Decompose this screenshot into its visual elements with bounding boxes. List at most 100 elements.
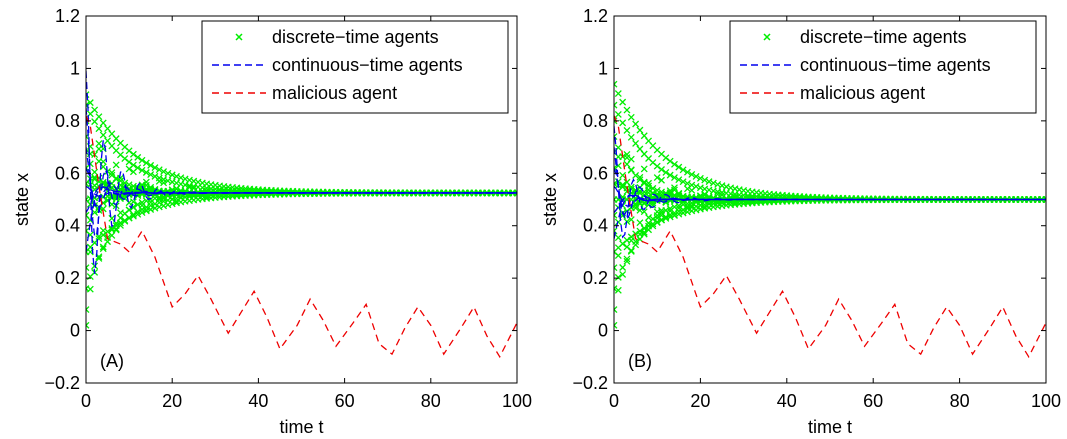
discrete-agent-point	[125, 181, 133, 189]
y-tick-label: 0.2	[583, 268, 608, 288]
discrete-agent-point	[86, 150, 94, 158]
discrete-agent-point	[683, 179, 691, 187]
discrete-agent-point	[619, 171, 627, 179]
y-tick-label: 0.8	[583, 111, 608, 131]
discrete-agent-point	[147, 171, 155, 178]
legend: discrete−time agents continuous−time agen…	[201, 20, 509, 114]
discrete-agent-point	[696, 174, 704, 182]
discrete-agent-point	[125, 214, 133, 222]
discrete-agent-point	[632, 120, 640, 128]
discrete-agent-point	[658, 188, 665, 196]
discrete-agent-point	[627, 237, 635, 245]
x-tick-label: 100	[1031, 391, 1061, 411]
y-tick-label: 0.6	[583, 163, 608, 183]
discrete-agent-point	[671, 212, 678, 219]
discrete-agent-point	[662, 199, 670, 206]
discrete-agent-point	[108, 224, 116, 232]
discrete-agent-point	[155, 174, 163, 182]
discrete-agent-point	[671, 184, 678, 192]
discrete-agent-point	[86, 91, 90, 99]
legend-entry-label: malicious agent	[272, 83, 397, 103]
discrete-agent-point	[623, 243, 631, 251]
discrete-agent-point	[151, 172, 159, 180]
discrete-agent-point	[688, 181, 696, 189]
discrete-agent-point	[614, 111, 622, 118]
discrete-agent-point	[619, 98, 627, 106]
discrete-agent-point	[666, 187, 674, 195]
discrete-agent-point	[705, 178, 713, 186]
y-tick-label: 1	[70, 58, 80, 78]
discrete-agent-point	[86, 306, 90, 314]
discrete-agent-point	[104, 238, 112, 246]
discrete-agent-point	[160, 176, 168, 183]
discrete-agent-point	[173, 172, 180, 180]
y-tick-label: −0.2	[44, 373, 80, 393]
discrete-agent-point	[666, 171, 674, 179]
discrete-agent-point	[679, 178, 687, 186]
discrete-agent-point	[168, 171, 176, 179]
discrete-agent-point	[614, 211, 618, 219]
discrete-agent-point	[155, 166, 163, 174]
discrete-agent-point	[513, 189, 517, 197]
discrete-agent-point	[692, 182, 700, 190]
discrete-agent-point	[666, 157, 674, 165]
discrete-agent-point	[99, 131, 107, 139]
discrete-agent-point	[147, 161, 155, 169]
discrete-agent-point	[636, 227, 644, 235]
discrete-agent-point	[138, 181, 146, 189]
discrete-agent-point	[117, 219, 124, 227]
discrete-agent-point	[649, 220, 657, 228]
x-tick-label: 40	[248, 391, 268, 411]
discrete-agent-point	[147, 206, 155, 213]
discrete-agent-point	[95, 125, 103, 133]
discrete-agent-point	[662, 169, 670, 176]
discrete-agent-point	[636, 173, 644, 181]
discrete-agent-point	[614, 285, 618, 293]
discrete-agent-point	[632, 230, 640, 238]
discrete-agent-point	[138, 156, 146, 164]
discrete-agent-point	[91, 106, 99, 114]
discrete-agent-point	[614, 286, 622, 294]
discrete-agent-point	[142, 159, 150, 167]
discrete-agent-point	[1042, 196, 1046, 203]
discrete-agent-point	[636, 126, 644, 134]
y-tick-label: 0.8	[55, 111, 80, 131]
discrete-agent-point	[112, 222, 120, 229]
discrete-agent-point	[160, 168, 168, 176]
discrete-agent-point	[709, 179, 717, 187]
discrete-agent-point	[645, 179, 653, 187]
discrete-agent-point	[129, 150, 137, 158]
legend-entry-label: malicious agent	[800, 83, 925, 103]
legend-swatch-discrete	[763, 33, 771, 41]
axes-frame	[85, 15, 518, 384]
discrete-agent-point	[653, 162, 661, 170]
discrete-agent-point	[675, 163, 683, 171]
discrete-agent-point	[134, 164, 142, 172]
discrete-agent-point	[623, 160, 631, 168]
discrete-agent-point	[701, 176, 709, 184]
discrete-agent-point	[671, 174, 678, 182]
discrete-agent-point	[86, 285, 90, 293]
discrete-agent-point	[614, 273, 622, 281]
discrete-agent-point	[662, 154, 670, 162]
discrete-agent-point	[117, 209, 124, 217]
panel-label: (B)	[628, 351, 652, 371]
discrete-agent-point	[662, 215, 670, 222]
x-tick-label: 20	[690, 391, 710, 411]
y-tick-label: 0	[598, 321, 608, 341]
continuous-time-agents-series	[86, 71, 517, 274]
discrete-agent-point	[623, 126, 631, 134]
legend-swatch-discrete	[235, 33, 243, 41]
discrete-agent-point	[679, 166, 687, 174]
discrete-agent-point	[671, 160, 678, 168]
discrete-agent-point	[614, 306, 618, 314]
discrete-agent-point	[623, 257, 631, 265]
axes-frame	[613, 15, 1047, 384]
y-tick-label: 0.4	[583, 216, 608, 236]
discrete-agent-point	[142, 169, 150, 176]
discrete-agent-point	[151, 204, 159, 212]
y-tick-label: 0.2	[55, 268, 80, 288]
discrete-agent-point	[731, 193, 739, 201]
